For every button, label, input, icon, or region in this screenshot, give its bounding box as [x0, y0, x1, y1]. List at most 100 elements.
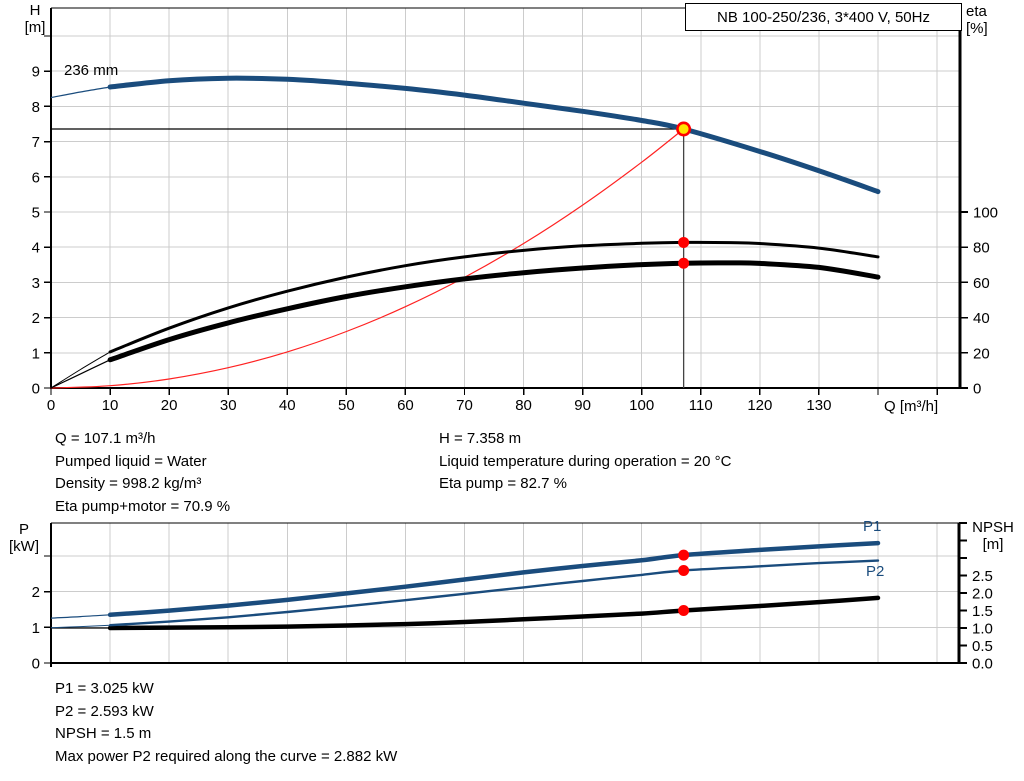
h-tick-label: 5 — [32, 205, 40, 222]
info-eta-pump: Eta pump = 82.7 % — [439, 475, 567, 493]
eta-tick-label: 100 — [973, 205, 998, 222]
eta-tick-label: 40 — [973, 310, 990, 327]
power-chart-tick-labels: 0 1 2 0.00.51.01.52.02.5 — [32, 568, 993, 673]
p-axis-title: P [kW] — [2, 521, 46, 555]
npsh-tick-label: 1.0 — [972, 621, 993, 638]
h-tick-label: 8 — [32, 99, 40, 116]
p2-duty-dot — [678, 565, 690, 577]
eta-tick-label: 60 — [973, 275, 990, 292]
p1-duty-dot — [678, 549, 690, 561]
series-head_236mm — [107, 75, 881, 195]
p-tick-label: 1 — [32, 620, 40, 637]
pump-title: NB 100-250/236, 3*400 V, 50Hz — [717, 8, 930, 26]
info-p1: P1 = 3.025 kW — [55, 680, 154, 697]
h-axis-title: H [m] — [20, 2, 50, 36]
series-p1-thin — [50, 614, 111, 619]
series-eta_pump-thin — [50, 351, 111, 389]
p-axis-unit: [kW] — [9, 538, 39, 555]
q-tick-label: 10 — [102, 397, 119, 414]
p-tick-label: 2 — [32, 584, 40, 601]
duty-point-marker — [676, 121, 692, 137]
npsh-axis-letter: NPSH — [972, 519, 1014, 536]
power-chart-axes — [44, 522, 967, 667]
eta-pump-duty-dot — [678, 236, 690, 248]
q-tick-label: 80 — [515, 397, 532, 414]
h-tick-label: 1 — [32, 345, 40, 362]
series-p2-thin — [50, 624, 111, 629]
q-tick-label: 110 — [689, 397, 713, 414]
h-tick-label: 9 — [32, 64, 40, 81]
hq-chart-axes — [44, 7, 968, 395]
hq-chart-grid — [51, 8, 960, 388]
q-tick-label: 130 — [806, 397, 831, 414]
npsh-tick-label: 2.0 — [972, 586, 993, 603]
info-liquid-temperature: Liquid temperature during operation = 20… — [439, 452, 732, 470]
npsh-tick-label: 2.5 — [972, 568, 993, 585]
npsh-tick-label: 1.5 — [972, 603, 993, 620]
q-tick-label: 90 — [574, 397, 591, 414]
impeller-size-label: 236 mm — [64, 62, 119, 79]
series-p2 — [108, 559, 880, 627]
q-tick-label: 40 — [279, 397, 296, 414]
h-tick-label: 7 — [32, 134, 40, 151]
h-tick-label: 2 — [32, 310, 40, 327]
info-q: Q = 107.1 m³/h — [55, 430, 156, 447]
info-pumped-liquid: Pumped liquid = Water — [55, 452, 207, 470]
power-chart-series — [50, 540, 881, 631]
eta-pump-motor-duty-dot — [678, 257, 690, 269]
npsh-tick-label: 0.0 — [972, 656, 993, 673]
npsh-duty-dot — [678, 605, 690, 616]
series-system_curve — [50, 128, 685, 389]
h-tick-label: 4 — [32, 240, 40, 257]
duty-point-info-left: Q = 107.1 m³/h Pumped liquid = Water Den… — [55, 428, 230, 518]
eta-axis-letter: eta — [966, 3, 987, 20]
h-axis-letter: H — [29, 2, 41, 19]
q-tick-label: 60 — [397, 397, 414, 414]
p2-curve-label: P2 — [866, 563, 885, 580]
q-tick-label: 0 — [47, 397, 55, 414]
h-tick-label: 3 — [32, 275, 40, 292]
h-tick-label: 6 — [32, 169, 40, 186]
info-npsh: NPSH = 1.5 m — [55, 725, 152, 743]
info-h: H = 7.358 m — [439, 430, 522, 447]
info-max-power: Max power P2 required along the curve = … — [55, 747, 398, 765]
hq-chart-series — [50, 75, 881, 389]
eta-axis-unit: [%] — [966, 20, 988, 37]
eta-tick-label: 80 — [973, 240, 990, 257]
npsh-axis-title: NPSH [m] — [964, 519, 1022, 553]
q-tick-label: 100 — [629, 397, 654, 414]
series-eta_pump_motor-thin — [50, 359, 111, 389]
p-axis-letter: P — [18, 521, 29, 538]
series-head_236mm-thin — [50, 86, 111, 99]
duty-point-info-right: H = 7.358 m Liquid temperature during op… — [439, 428, 731, 496]
eta-axis-title: eta [%] — [966, 3, 988, 37]
series-eta_pump_motor — [107, 260, 881, 363]
q-tick-label: 20 — [161, 397, 178, 414]
power-npsh-info: P1 = 3.025 kW P2 = 2.593 kW NPSH = 1.5 m… — [55, 678, 397, 768]
info-p2: P2 = 2.593 kW — [55, 702, 154, 720]
q-tick-label: 120 — [747, 397, 772, 414]
p1-curve-label: P1 — [863, 518, 882, 535]
power-chart-markers — [678, 549, 690, 616]
npsh-tick-label: 0.5 — [972, 638, 993, 655]
p-tick-label: 0 — [32, 656, 40, 673]
hq-chart-tick-labels: 0 10 20 30 40 50 60 70 80 90 100 110 120 130012345678… — [32, 64, 998, 414]
eta-tick-label: 0 — [973, 381, 981, 398]
power-chart-grid — [51, 523, 959, 663]
series-npsh — [107, 595, 881, 631]
info-density: Density = 998.2 kg/m³ — [55, 475, 202, 493]
q-tick-label: 30 — [220, 397, 237, 414]
hq-chart-markers — [676, 121, 692, 269]
eta-tick-label: 20 — [973, 345, 990, 362]
series-eta_pump — [108, 240, 880, 354]
h-tick-label: 0 — [32, 381, 40, 398]
q-tick-label: 70 — [456, 397, 473, 414]
pump-title-box: NB 100-250/236, 3*400 V, 50Hz — [685, 3, 962, 31]
series-p1 — [107, 540, 881, 618]
q-axis-title: Q [m³/h] — [884, 398, 939, 415]
info-eta-pump-motor: Eta pump+motor = 70.9 % — [55, 497, 231, 515]
h-axis-unit: [m] — [24, 19, 46, 36]
q-tick-label: 50 — [338, 397, 355, 414]
